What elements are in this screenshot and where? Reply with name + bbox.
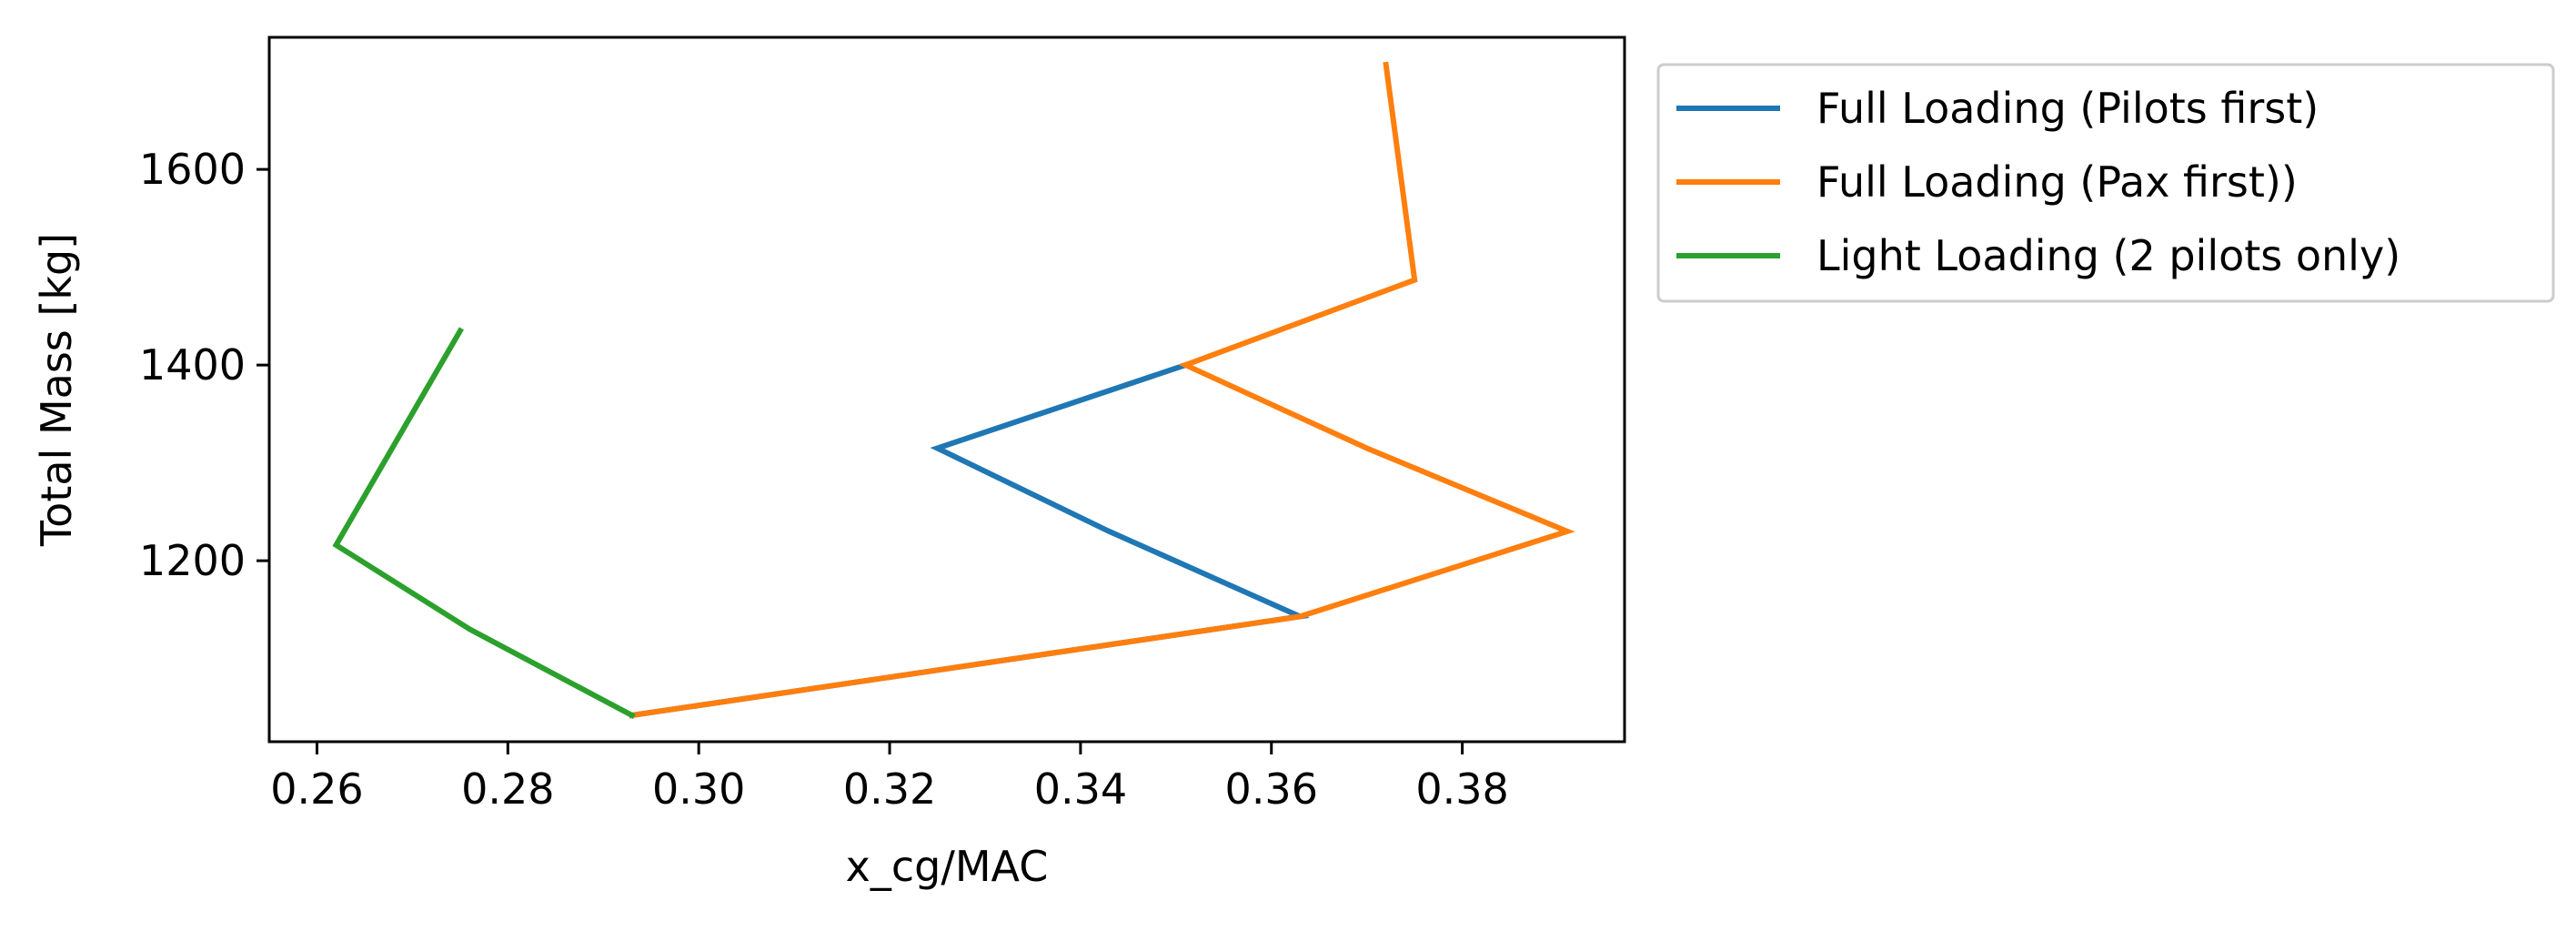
y-tick-label: 1600	[139, 145, 246, 194]
y-axis-title: Total Mass [kg]	[32, 233, 81, 547]
series-line-2	[629, 61, 1575, 719]
legend-box	[1656, 63, 2555, 303]
x-axis-ticks: 0.26 0.28 0.30 0.32 0.34 0.36 0.38	[270, 742, 1509, 814]
legend-label-1: Full Loading (Pilots first)	[1816, 84, 2319, 133]
legend-label-3: Light Loading (2 pilots only)	[1816, 231, 2400, 280]
plot-frame	[267, 35, 1626, 744]
x-tick-label: 0.28	[461, 764, 554, 814]
x-tick-label: 0.36	[1225, 764, 1318, 814]
y-tick-label: 1400	[139, 340, 246, 390]
y-axis-ticks: 1200 1400 1600	[139, 145, 269, 585]
legend: Full Loading (Pilots first) Full Loading …	[1656, 63, 2555, 303]
series-line-3	[332, 327, 636, 720]
series-layer	[332, 61, 1575, 720]
legend-label-2: Full Loading (Pax first))	[1816, 157, 2298, 207]
x-axis-title: x_cg/MAC	[846, 842, 1049, 891]
x-tick-label: 0.34	[1034, 764, 1127, 814]
legend-items: Full Loading (Pilots first) Full Loading …	[1676, 84, 2400, 280]
x-tick-label: 0.30	[652, 764, 745, 814]
x-tick-label: 0.32	[843, 764, 936, 814]
x-tick-label: 0.26	[270, 764, 363, 814]
x-tick-label: 0.38	[1415, 764, 1508, 814]
y-tick-label: 1200	[139, 536, 246, 585]
